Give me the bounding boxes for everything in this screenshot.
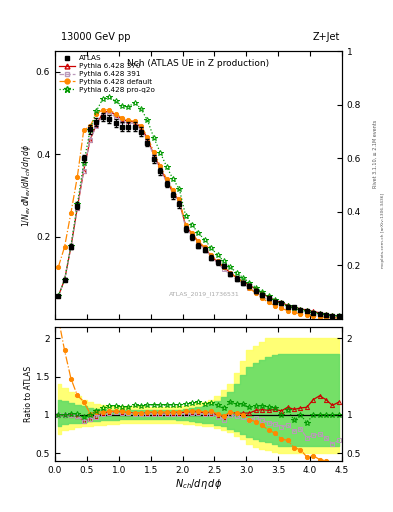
Text: Z+Jet: Z+Jet: [312, 32, 340, 42]
Legend: ATLAS, Pythia 6.428 370, Pythia 6.428 391, Pythia 6.428 default, Pythia 6.428 pr: ATLAS, Pythia 6.428 370, Pythia 6.428 39…: [58, 54, 156, 94]
Text: mcplots.cern.ch [arXiv:1306.3436]: mcplots.cern.ch [arXiv:1306.3436]: [381, 193, 385, 268]
Text: Nch (ATLAS UE in Z production): Nch (ATLAS UE in Z production): [127, 59, 270, 68]
Y-axis label: $1/N_{ev}\,dN_{ev}/dN_{ch}/d\eta\,d\phi$: $1/N_{ev}\,dN_{ev}/dN_{ch}/d\eta\,d\phi$: [20, 143, 33, 227]
Y-axis label: Ratio to ATLAS: Ratio to ATLAS: [24, 366, 33, 422]
Text: ATLAS_2019_I1736531: ATLAS_2019_I1736531: [169, 292, 240, 297]
X-axis label: $N_{ch}/d\eta\,d\phi$: $N_{ch}/d\eta\,d\phi$: [175, 477, 222, 492]
Text: Rivet 3.1.10, ≥ 2.1M events: Rivet 3.1.10, ≥ 2.1M events: [373, 119, 378, 188]
Text: 13000 GeV pp: 13000 GeV pp: [61, 32, 130, 42]
